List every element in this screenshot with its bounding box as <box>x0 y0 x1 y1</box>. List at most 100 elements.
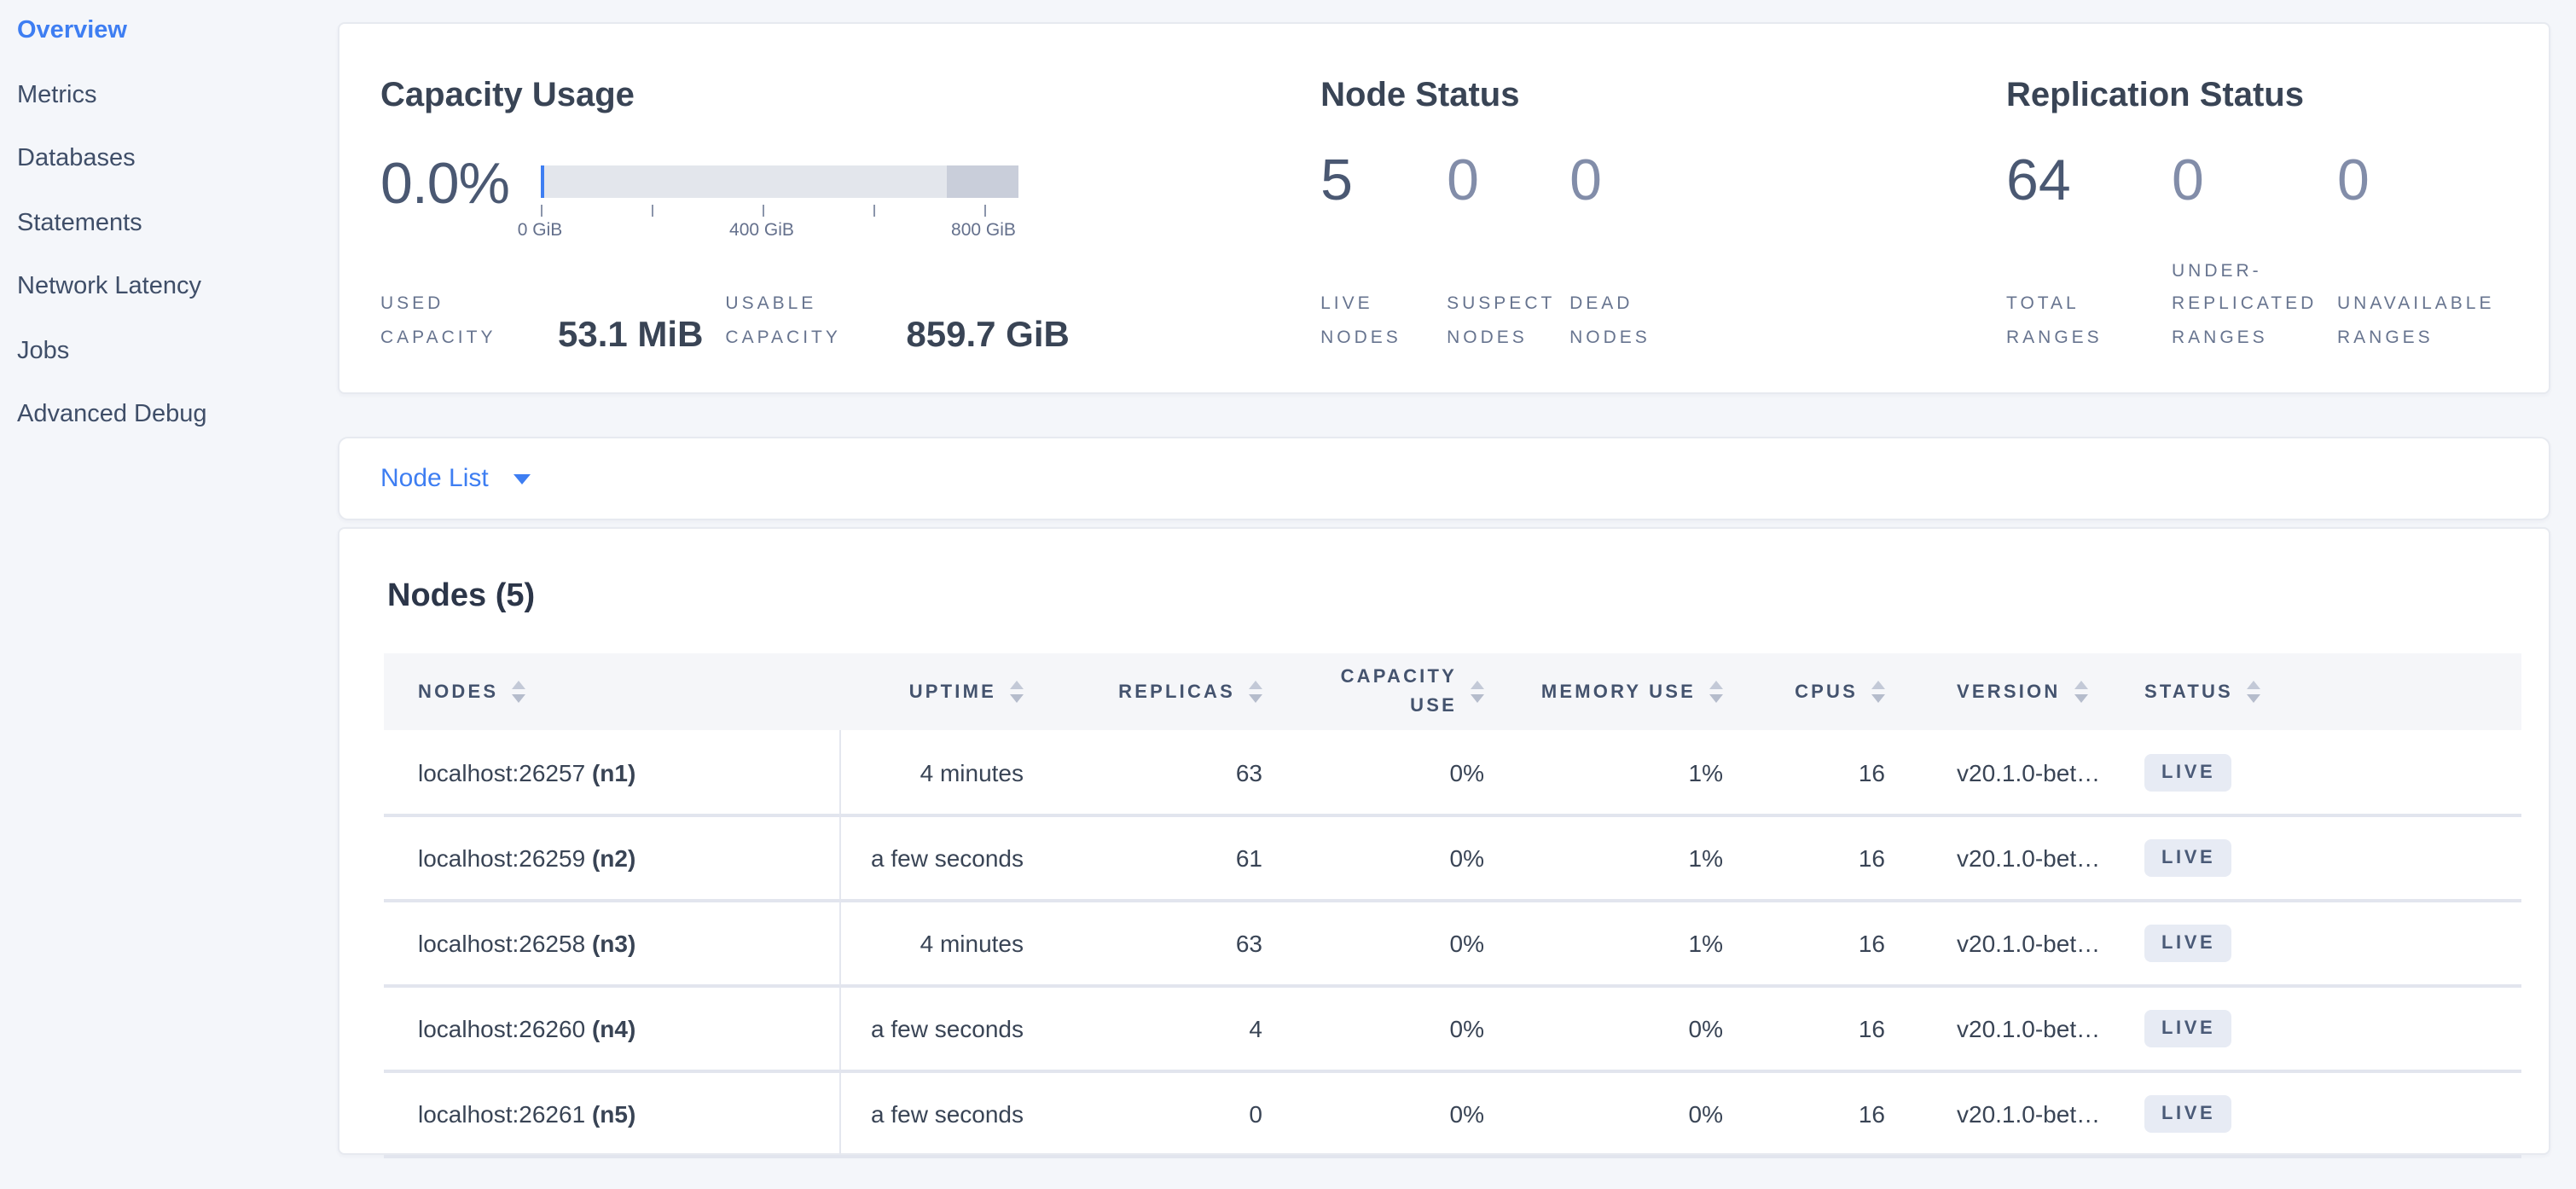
sort-icon <box>1871 681 1885 703</box>
uptime-cell: 4 minutes <box>920 930 1024 957</box>
node-list-selector-bar: Node List <box>338 437 2550 520</box>
capacity-used-percent: 0.0% <box>380 152 510 217</box>
nodes-table-card: Nodes (5) NODES UPTIME REPLICAS CAPACITY… <box>338 527 2550 1158</box>
sidebar-item-databases[interactable]: Databases <box>17 145 136 172</box>
unavailable-ranges-label: UNAVAILABLE RANGES <box>2337 293 2495 348</box>
status-badge: LIVE <box>2144 1095 2231 1133</box>
total-ranges-stat: 64 TOTAL RANGES <box>2006 147 2172 355</box>
nodes-table: NODES UPTIME REPLICAS CAPACITY USE MEMOR… <box>384 653 2521 1158</box>
version-cell: v20.1.0-bet… <box>1957 844 2101 872</box>
capacity-use-cell: 0% <box>1449 1015 1484 1042</box>
dead-nodes-stat: 0 DEAD NODES <box>1569 147 1706 355</box>
column-header-replicas[interactable]: REPLICAS <box>1041 653 1279 730</box>
nodes-table-title: Nodes (5) <box>387 578 536 614</box>
usable-capacity-label: USABLE CAPACITY <box>725 293 841 348</box>
table-row-n2[interactable]: localhost:26259 (n2) a few seconds 61 0%… <box>384 815 2521 901</box>
replicas-cell: 0 <box>1249 1100 1262 1128</box>
sidebar-item-network-latency[interactable]: Network Latency <box>17 273 201 300</box>
uptime-cell: 4 minutes <box>920 758 1024 786</box>
cpus-cell: 16 <box>1858 930 1885 957</box>
column-label: UPTIME <box>908 682 996 702</box>
column-header-nodes[interactable]: NODES <box>384 653 839 730</box>
axis-tick-label: 0 GiB <box>517 220 563 241</box>
axis-tick <box>540 205 542 217</box>
node-address-cell[interactable]: localhost:26260 (n4) <box>384 986 840 1071</box>
node-list-dropdown[interactable]: Node List <box>380 464 531 493</box>
axis-tick <box>762 205 763 217</box>
column-header-version[interactable]: VERSION <box>1902 653 2141 730</box>
column-header-memory-use[interactable]: MEMORY USE <box>1501 653 1740 730</box>
node-address-cell[interactable]: localhost:26258 (n3) <box>384 901 840 986</box>
capacity-use-cell: 0% <box>1449 844 1484 872</box>
sort-icon <box>1249 681 1262 703</box>
node-status-section: Node Status 5 LIVE NODES 0 SUSPECT NODES… <box>1320 24 2006 392</box>
node-address-cell[interactable]: localhost:26257 (n1) <box>384 730 840 815</box>
dead-nodes-label: DEAD NODES <box>1569 293 1651 348</box>
usable-capacity-value: 859.7 GiB <box>906 315 1070 355</box>
chevron-down-icon <box>513 473 531 484</box>
version-cell: v20.1.0-bet… <box>1957 930 2101 957</box>
node-list-dropdown-label: Node List <box>380 464 489 493</box>
cpus-cell: 16 <box>1858 758 1885 786</box>
under-replicated-ranges-value: 0 <box>2172 148 2204 213</box>
capacity-bar-chart: 0 GiB 400 GiB 800 GiB <box>518 147 1018 242</box>
live-nodes-stat: 5 LIVE NODES <box>1320 147 1447 355</box>
version-cell: v20.1.0-bet… <box>1957 1100 2101 1128</box>
status-cell: LIVE <box>2141 901 2521 986</box>
capacity-bar-axis: 0 GiB 400 GiB 800 GiB <box>518 198 1018 242</box>
sidebar-item-overview[interactable]: Overview <box>17 17 127 44</box>
uptime-cell: a few seconds <box>871 1100 1024 1128</box>
column-label: NODES <box>418 682 499 702</box>
uptime-cell: a few seconds <box>871 1015 1024 1042</box>
node-status-title: Node Status <box>1320 77 1520 114</box>
live-nodes-value: 5 <box>1320 148 1353 213</box>
unavailable-ranges-stat: 0 UNAVAILABLE RANGES <box>2337 147 2508 355</box>
table-row-n4[interactable]: localhost:26260 (n4) a few seconds 4 0% … <box>384 986 2521 1071</box>
table-row-n3[interactable]: localhost:26258 (n3) 4 minutes 63 0% 1% … <box>384 901 2521 986</box>
column-label: STATUS <box>2144 682 2233 702</box>
sidebar-item-metrics[interactable]: Metrics <box>17 81 97 108</box>
replicas-cell: 61 <box>1235 844 1262 872</box>
capacity-use-cell: 0% <box>1449 758 1484 786</box>
column-label: CPUS <box>1795 682 1858 702</box>
sidebar-nav: Overview Metrics Databases Statements Ne… <box>0 0 338 461</box>
suspect-nodes-stat: 0 SUSPECT NODES <box>1447 147 1569 355</box>
capacity-use-cell: 0% <box>1449 930 1484 957</box>
column-header-capacity-use[interactable]: CAPACITY USE <box>1279 653 1501 730</box>
unavailable-ranges-value: 0 <box>2337 148 2370 213</box>
sort-icon <box>2074 681 2088 703</box>
main-content: Capacity Usage 0.0% <box>338 22 2550 1158</box>
capacity-bar-dark-segment <box>946 165 1018 198</box>
column-header-cpus[interactable]: CPUS <box>1740 653 1902 730</box>
used-capacity-label: USED CAPACITY <box>380 293 496 348</box>
status-badge: LIVE <box>2144 839 2231 877</box>
sidebar-item-statements[interactable]: Statements <box>17 209 142 236</box>
node-address-cell[interactable]: localhost:26261 (n5) <box>384 1071 840 1157</box>
axis-tick <box>983 205 985 217</box>
live-nodes-label: LIVE NODES <box>1320 293 1401 348</box>
column-header-uptime[interactable]: UPTIME <box>839 653 1041 730</box>
column-label: CAPACITY USE <box>1340 667 1457 716</box>
table-row-n5[interactable]: localhost:26261 (n5) a few seconds 0 0% … <box>384 1071 2521 1157</box>
sidebar-item-advanced-debug[interactable]: Advanced Debug <box>17 401 207 428</box>
under-replicated-ranges-stat: 0 UNDER-REPLICATED RANGES <box>2172 147 2337 355</box>
cluster-summary-card: Capacity Usage 0.0% <box>338 22 2550 394</box>
node-address-cell[interactable]: localhost:26259 (n2) <box>384 815 840 901</box>
replicas-cell: 63 <box>1235 930 1262 957</box>
replicas-cell: 63 <box>1235 758 1262 786</box>
suspect-nodes-value: 0 <box>1447 148 1479 213</box>
capacity-bar-used-marker <box>540 165 543 198</box>
column-header-status[interactable]: STATUS <box>2141 653 2521 730</box>
used-capacity-value: 53.1 MiB <box>558 315 704 355</box>
capacity-bar-track <box>540 165 1018 198</box>
under-replicated-ranges-label: UNDER-REPLICATED RANGES <box>2172 260 2318 348</box>
status-cell: LIVE <box>2141 815 2521 901</box>
suspect-nodes-label: SUSPECT NODES <box>1447 293 1555 348</box>
status-cell: LIVE <box>2141 730 2521 815</box>
column-label: REPLICAS <box>1118 682 1235 702</box>
table-row-n1[interactable]: localhost:26257 (n1) 4 minutes 63 0% 1% … <box>384 730 2521 815</box>
replication-status-section: Replication Status 64 TOTAL RANGES 0 UND… <box>2006 24 2508 392</box>
sort-icon <box>512 681 526 703</box>
sidebar-item-jobs[interactable]: Jobs <box>17 337 70 364</box>
